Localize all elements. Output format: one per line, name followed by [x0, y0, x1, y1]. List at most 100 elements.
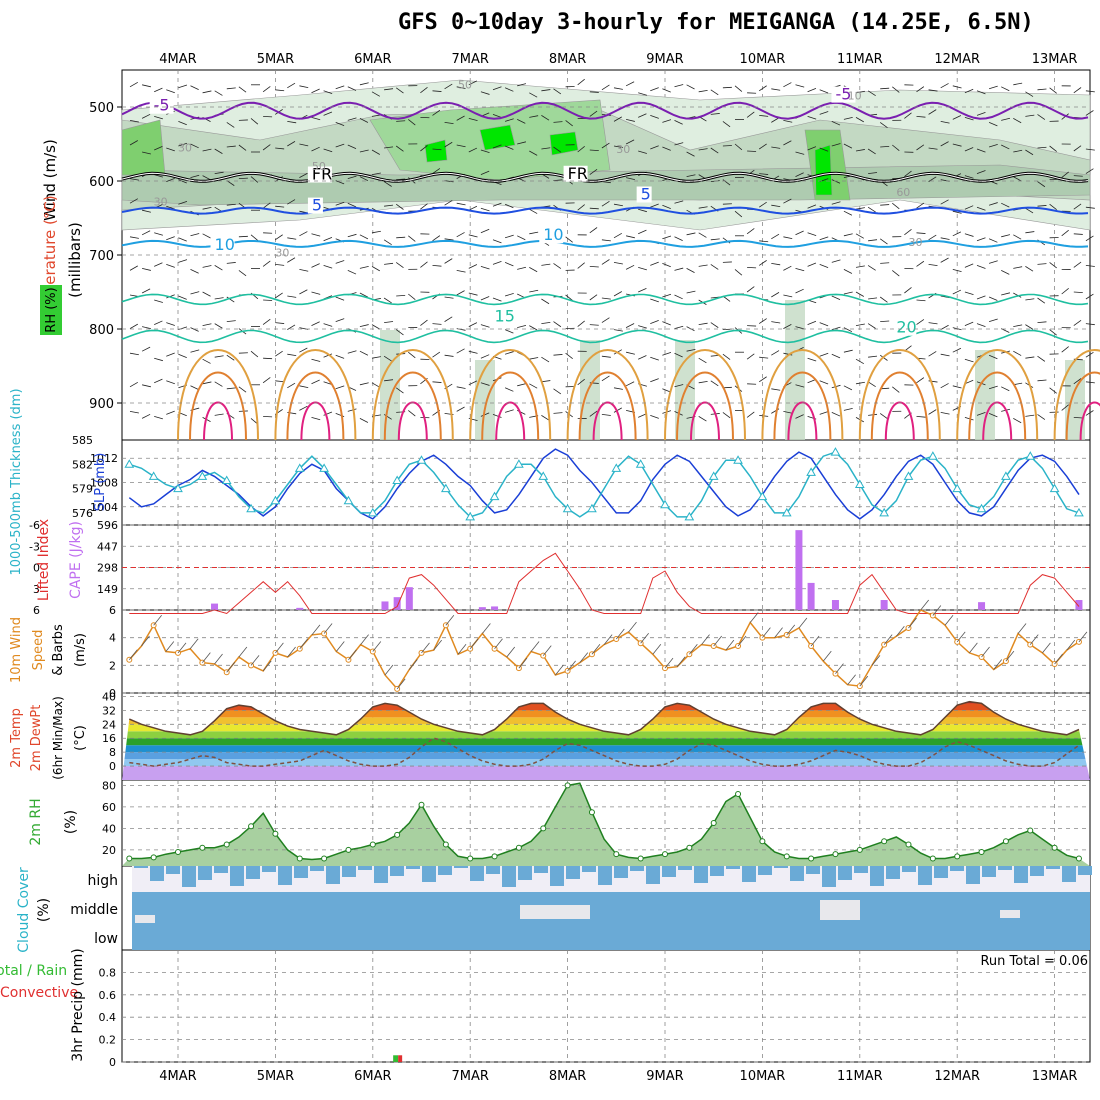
- wind-barb: [323, 265, 333, 269]
- date-tick-bottom: 10MAR: [740, 1069, 786, 1084]
- wind-barb: [819, 380, 829, 385]
- wind-barb: [226, 320, 236, 322]
- wind-barb: [771, 88, 781, 91]
- wind-barb: [976, 111, 986, 116]
- temp-band: [122, 766, 1090, 780]
- rh-contour-label: 50: [312, 160, 326, 173]
- wind-barb: [480, 382, 490, 386]
- surface-wind-barb: [774, 627, 783, 638]
- wind-barb: [686, 84, 695, 90]
- surface-wind-barb: [128, 649, 138, 661]
- wind-barb: [250, 234, 259, 241]
- temp-color-bands: [122, 701, 1090, 780]
- rh2m-point: [662, 851, 668, 858]
- wind-barb: [371, 230, 381, 234]
- wind-barb: [892, 270, 900, 277]
- contour-label-bg: [307, 197, 323, 214]
- wind-barb: [976, 170, 986, 174]
- cloud-high-bar: [966, 866, 980, 884]
- surface-wind-barb: [676, 656, 686, 667]
- wind-barb: [601, 355, 611, 358]
- temp-tick-label: 24: [102, 718, 116, 731]
- cloud-high-bar: [166, 866, 180, 874]
- surface-wind-barb: [506, 646, 516, 658]
- wind-barb: [879, 413, 888, 420]
- surface-wind-barb: [603, 634, 613, 645]
- wind-barb: [323, 411, 333, 416]
- wind-barb: [395, 145, 404, 152]
- wind-barb: [287, 199, 296, 205]
- rh2m-point: [1075, 855, 1082, 862]
- wind-barb: [831, 326, 841, 330]
- wind-barb: [347, 144, 357, 150]
- surface-temp-contour: [300, 401, 331, 441]
- wind-barb: [359, 350, 369, 356]
- rh-shading: [424, 139, 448, 163]
- wind-barb: [783, 265, 792, 271]
- wind-barb: [565, 352, 573, 360]
- surface-wind-barb: [275, 642, 284, 654]
- wind-barb: [1013, 176, 1022, 182]
- wind-barb: [613, 387, 623, 390]
- wind-barb: [626, 351, 635, 355]
- wind-barb: [432, 148, 442, 151]
- wind-barb: [408, 293, 416, 300]
- wind-barb: [819, 89, 829, 94]
- wind-barb: [420, 319, 428, 326]
- wind-barb: [492, 239, 502, 244]
- cloud-high-bar: [230, 866, 244, 886]
- wind-barb: [988, 318, 998, 322]
- wind-barb: [1037, 114, 1046, 120]
- rh2m-point: [735, 790, 742, 797]
- wind-barb: [154, 116, 163, 120]
- rh2m-point: [978, 849, 985, 856]
- wind-barb: [141, 113, 151, 119]
- wind-barb: [601, 142, 610, 149]
- surface-wind-barb: [311, 624, 321, 636]
- temp-axis-label-4: (°C): [73, 725, 88, 751]
- wind-barb: [154, 378, 163, 384]
- wind-barb: [359, 382, 369, 386]
- surface-wind-barb: [944, 614, 954, 626]
- surface-wind-barb: [981, 646, 990, 658]
- thickness-point: [514, 459, 524, 468]
- wind-barb: [783, 411, 793, 414]
- rh-area: [122, 783, 1090, 866]
- wind-barb: [384, 321, 394, 323]
- wind-barb: [601, 375, 610, 382]
- rh-contour-label: 30: [275, 246, 289, 259]
- wind-barb: [1001, 270, 1010, 275]
- wind-barb: [819, 352, 829, 357]
- wind-barb: [541, 115, 550, 121]
- wind-barb: [190, 174, 200, 178]
- wind-barb: [1001, 117, 1011, 121]
- wind-barb: [916, 86, 925, 93]
- wind-barb: [166, 89, 175, 94]
- wind-barb: [686, 174, 696, 177]
- wind-barb: [577, 320, 585, 327]
- rh2m-point: [832, 851, 839, 858]
- wind-barb: [154, 416, 163, 420]
- wind-barb: [710, 380, 719, 387]
- surface-wind-barb: [579, 652, 589, 663]
- wind10-axis-label-2: Speed: [31, 630, 46, 671]
- wind-barb: [432, 109, 441, 116]
- wind-barb: [395, 203, 404, 210]
- surface-wind-barb: [652, 644, 662, 655]
- wind-barb: [638, 92, 647, 96]
- wind-barb: [553, 146, 562, 153]
- cloud-axis-label-2: (%): [36, 898, 52, 922]
- wind-barb: [686, 151, 695, 157]
- cloud-high-bar: [998, 866, 1012, 870]
- wind-barb: [722, 179, 731, 186]
- cloud-high-bar: [582, 866, 596, 872]
- wind-barb: [904, 170, 912, 177]
- wind-barb: [166, 147, 175, 152]
- wind-barb: [517, 141, 527, 145]
- wind-barb: [347, 408, 357, 412]
- rh2m-point: [856, 846, 863, 853]
- wind-barb: [1061, 229, 1069, 237]
- surface-wind-barb: [810, 635, 820, 647]
- wind-barb: [444, 296, 454, 299]
- wind-barb: [988, 385, 998, 390]
